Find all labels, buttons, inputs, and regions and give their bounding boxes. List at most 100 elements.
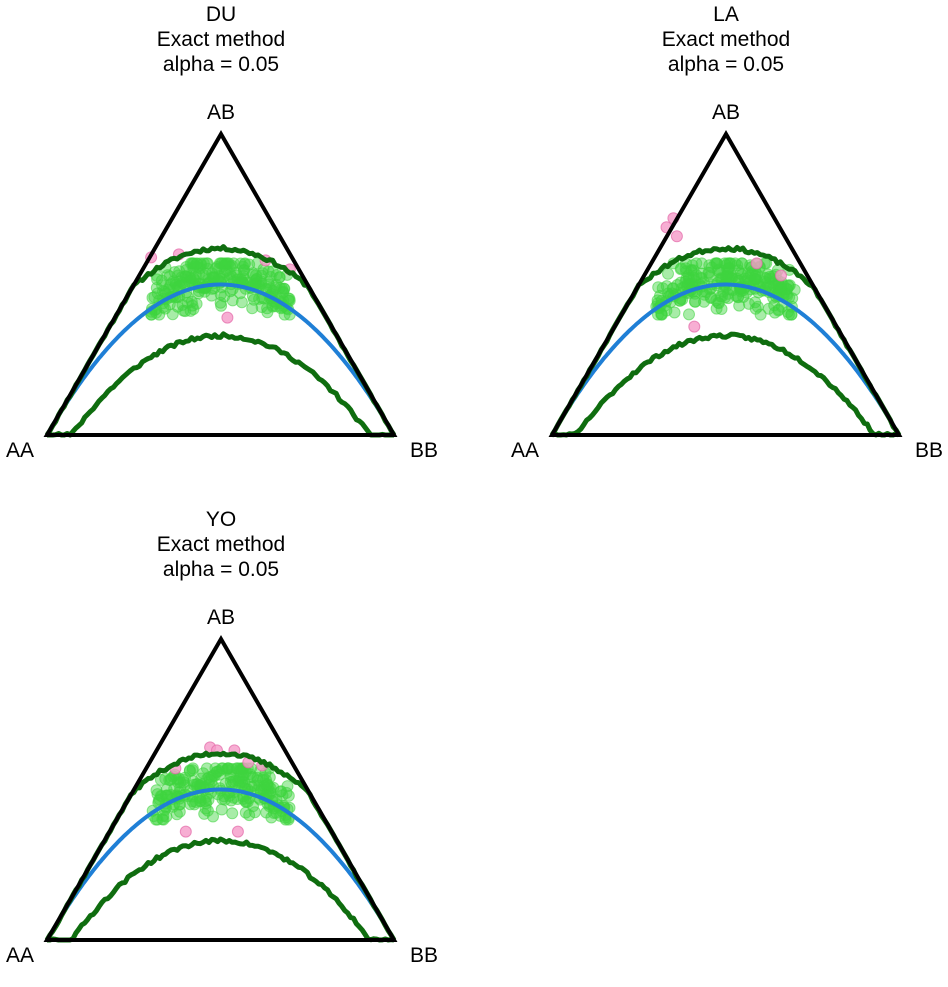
data-point — [146, 291, 159, 304]
data-point — [689, 295, 702, 308]
data-point — [263, 771, 276, 784]
lower-acceptance-limit — [47, 331, 394, 438]
data-point — [235, 296, 248, 309]
data-point — [214, 288, 227, 301]
data-point — [683, 308, 695, 321]
data-point — [703, 270, 716, 283]
data-point — [705, 291, 717, 304]
data-point — [174, 275, 187, 288]
data-point — [652, 281, 665, 294]
hwe-curve — [550, 282, 901, 436]
data-point — [189, 274, 202, 287]
outlier-point — [670, 230, 683, 243]
data-point — [173, 772, 185, 785]
data-point — [283, 292, 296, 305]
data-point — [703, 259, 716, 272]
outlier-point — [231, 825, 244, 838]
data-point — [199, 802, 212, 815]
data-point — [782, 280, 795, 293]
data-point — [671, 279, 684, 291]
data-point — [690, 257, 703, 270]
ternary-plot-yo: YO Exact method alpha = 0.05 AB AA BB — [6, 508, 438, 967]
data-point — [655, 307, 668, 320]
data-point — [734, 267, 747, 280]
lower-acceptance-limit — [551, 331, 901, 438]
ternary-panel-yo: YO Exact method alpha = 0.05 AB AA BB — [0, 505, 474, 987]
data-point — [184, 257, 197, 270]
data-point — [157, 809, 170, 822]
chart-title-line-3: alpha = 0.05 — [668, 53, 784, 76]
data-points — [146, 741, 296, 838]
data-point — [732, 290, 744, 303]
vertex-label-aa: AA — [6, 944, 34, 967]
data-point — [668, 306, 681, 319]
outlier-point — [775, 269, 787, 282]
chart-title-line-3: alpha = 0.05 — [163, 558, 279, 581]
data-point — [680, 272, 693, 285]
data-point — [662, 267, 674, 280]
data-point — [723, 257, 736, 270]
data-point — [715, 303, 728, 315]
data-point — [164, 278, 177, 291]
data-point — [245, 771, 257, 783]
chart-title-line-2: Exact method — [662, 28, 790, 51]
data-point — [749, 272, 762, 285]
outlier-point — [688, 320, 701, 333]
data-point — [234, 287, 247, 300]
chart-title-line-1: DU — [206, 3, 236, 26]
data-point — [260, 806, 273, 819]
data-point — [200, 257, 213, 270]
vertex-label-aa: AA — [6, 439, 34, 462]
data-point — [219, 777, 232, 790]
chart-title-line-2: Exact method — [157, 28, 285, 51]
data-point — [243, 258, 256, 271]
data-point — [782, 308, 795, 321]
data-point — [722, 292, 735, 305]
data-point — [735, 257, 748, 270]
ternary-plot-la: LA Exact method alpha = 0.05 AB AA BB — [511, 3, 943, 462]
hwe-curve — [45, 282, 396, 436]
data-point — [227, 791, 240, 804]
outlier-point — [221, 311, 234, 324]
data-point — [184, 798, 197, 811]
vertex-label-ab: AB — [207, 606, 235, 629]
data-point — [160, 789, 173, 802]
ternary-panel-la: LA Exact method alpha = 0.05 AB AA BB — [505, 0, 948, 482]
chart-title-line-1: LA — [713, 3, 739, 26]
outlier-point — [750, 257, 763, 270]
vertex-label-bb: BB — [410, 439, 438, 462]
data-point — [749, 302, 762, 315]
outlier-point — [179, 825, 192, 838]
chart-title-line-2: Exact method — [157, 533, 285, 556]
data-point — [213, 262, 226, 275]
data-point — [270, 278, 283, 291]
chart-title-line-1: YO — [206, 508, 236, 531]
vertex-label-aa: AA — [511, 439, 539, 462]
data-point — [717, 285, 730, 298]
vertex-label-bb: BB — [410, 944, 438, 967]
data-point — [185, 295, 198, 308]
vertex-label-ab: AB — [712, 101, 740, 124]
data-point — [751, 300, 764, 313]
data-points — [650, 212, 801, 333]
data-point — [201, 772, 214, 785]
data-point — [745, 268, 758, 281]
data-point — [183, 765, 196, 778]
data-point — [215, 762, 228, 775]
ternary-triangle — [43, 129, 398, 437]
data-point — [675, 262, 688, 275]
lower-acceptance-limit — [47, 836, 395, 943]
data-point — [239, 257, 251, 270]
vertex-label-bb: BB — [915, 439, 943, 462]
ternary-triangle — [43, 634, 398, 942]
data-point — [248, 293, 260, 306]
data-point — [179, 305, 192, 318]
data-point — [758, 271, 771, 284]
ternary-plot-du: DU Exact method alpha = 0.05 AB AA BB — [6, 3, 438, 462]
data-point — [226, 807, 239, 820]
chart-title-line-3: alpha = 0.05 — [163, 53, 279, 76]
vertex-label-ab: AB — [207, 101, 235, 124]
data-point — [190, 778, 203, 791]
data-point — [199, 268, 212, 280]
data-point — [243, 809, 256, 822]
